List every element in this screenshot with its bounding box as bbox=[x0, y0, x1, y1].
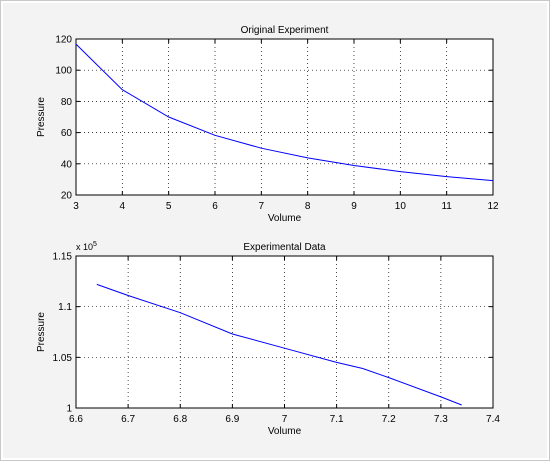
chart-2: 6.6 6.7 6.8 6.9 7 7.1 7.2 7.3 7.4 1 1.05 1.1 1.15 Exp… bbox=[36, 241, 500, 437]
axes-box bbox=[75, 38, 494, 196]
x-tick-label: 11 bbox=[441, 201, 452, 212]
x-tick-label: 7 bbox=[259, 201, 265, 212]
exponent-power: 5 bbox=[93, 241, 97, 248]
y-tick-label: 80 bbox=[61, 97, 73, 108]
x-tick-label: 9 bbox=[351, 201, 357, 212]
y-tick-label: 1.15 bbox=[53, 252, 73, 263]
y-tick-label: 100 bbox=[55, 66, 72, 77]
series-line-1 bbox=[96, 283, 462, 406]
x-tick-label: 4 bbox=[120, 201, 126, 212]
x-tick-label: 5 bbox=[166, 201, 172, 212]
x-tick-label: 6 bbox=[212, 201, 218, 212]
chart-title: Original Experiment bbox=[241, 25, 329, 36]
x-tick-label: 12 bbox=[487, 201, 499, 212]
x-tick-label: 7 bbox=[282, 414, 288, 425]
x-tick-label: 6.9 bbox=[225, 414, 239, 425]
exponent-base: x 10 bbox=[76, 242, 93, 252]
y-exponent-label: x 105 bbox=[76, 241, 97, 252]
x-tick-label: 10 bbox=[395, 201, 407, 212]
y-axis-label: Pressure bbox=[36, 312, 47, 352]
x-tick-label: 7.3 bbox=[434, 414, 448, 425]
chart-title: Experimental Data bbox=[243, 242, 326, 253]
y-tick-label: 20 bbox=[61, 191, 73, 202]
y-tick-label: 1 bbox=[66, 404, 72, 415]
figure-svg: 3 4 5 6 7 8 9 10 11 12 20 40 60 80 100 120 Original Expe… bbox=[36, 25, 500, 437]
y-tick-label: 40 bbox=[61, 159, 73, 170]
series-line-1 bbox=[75, 43, 494, 182]
x-tick-label: 6.7 bbox=[121, 414, 135, 425]
figure-canvas: 3 4 5 6 7 8 9 10 11 12 20 40 60 80 100 120 Original Expe… bbox=[3, 3, 547, 458]
y-tick-label: 1.05 bbox=[53, 353, 73, 364]
x-tick-label: 8 bbox=[305, 201, 311, 212]
x-tick-label: 7.1 bbox=[330, 414, 344, 425]
x-tick-label: 7.4 bbox=[486, 414, 500, 425]
y-tick-label: 60 bbox=[61, 128, 73, 139]
x-axis-label: Volume bbox=[268, 426, 302, 437]
y-tick-label: 120 bbox=[55, 35, 72, 46]
y-axis-label: Pressure bbox=[36, 97, 47, 137]
x-tick-label: 3 bbox=[73, 201, 79, 212]
x-tick-label: 6.8 bbox=[173, 414, 187, 425]
x-tick-label: 7.2 bbox=[382, 414, 396, 425]
y-tick-label: 1.1 bbox=[58, 302, 72, 313]
chart-1: 3 4 5 6 7 8 9 10 11 12 20 40 60 80 100 120 Original Expe… bbox=[36, 25, 499, 224]
x-tick-label: 6.6 bbox=[69, 414, 83, 425]
x-axis-label: Volume bbox=[268, 213, 302, 224]
